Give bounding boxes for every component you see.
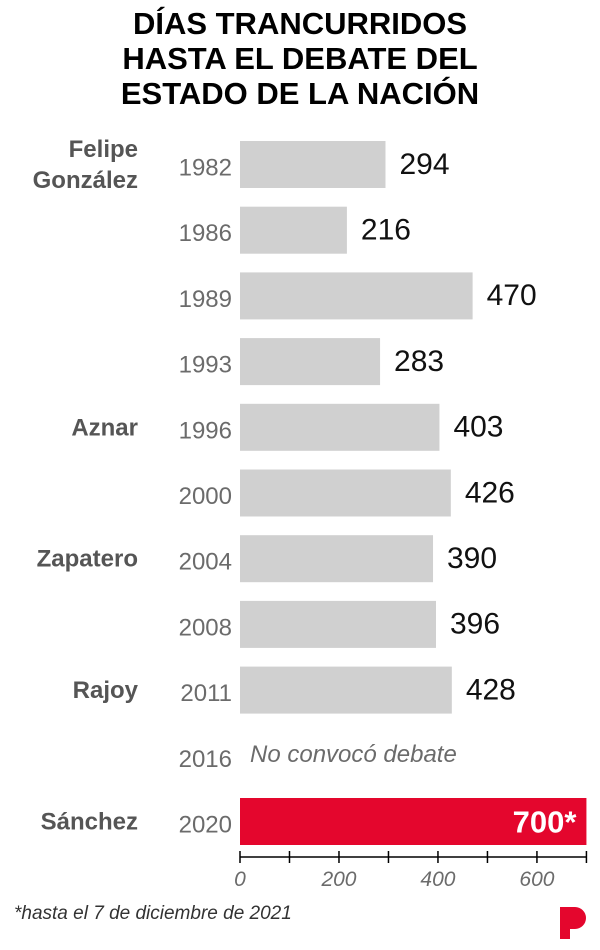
bar	[240, 272, 473, 320]
year-label: 2000	[179, 483, 232, 510]
bar	[240, 141, 386, 188]
bar	[240, 666, 452, 714]
value-label: 396	[450, 608, 500, 641]
value-label: 403	[453, 411, 503, 444]
president-label-line: Sánchez	[41, 809, 138, 836]
year-label: 1986	[179, 220, 232, 247]
president-label: Felipe González	[33, 136, 138, 194]
x-tick-label: 400	[420, 868, 455, 891]
year-label: 1993	[179, 352, 232, 379]
bar	[240, 535, 434, 583]
value-label: 700*	[513, 805, 578, 840]
value-label: 426	[465, 476, 515, 509]
president-label: Rajoy	[73, 677, 139, 704]
year-label: 2016	[179, 746, 232, 773]
year-label: 1996	[179, 417, 232, 444]
president-label-line: González	[33, 167, 138, 194]
bar	[240, 206, 347, 254]
x-tick-label: 200	[320, 868, 356, 891]
value-label: 428	[466, 673, 516, 706]
footnote: *hasta el 7 de diciembre de 2021	[14, 903, 292, 924]
president-label-line: Aznar	[71, 414, 138, 441]
year-label: 1989	[179, 286, 232, 313]
value-label: 470	[487, 279, 537, 312]
year-label: 2008	[179, 614, 232, 641]
year-label: 1982	[179, 155, 232, 182]
value-label: 216	[361, 213, 411, 246]
year-label: 2011	[180, 680, 232, 707]
title-line-3: ESTADO DE LA NACIÓN	[120, 76, 480, 111]
bar	[240, 798, 587, 845]
bar	[240, 403, 440, 451]
chart-title: DÍAS TRANCURRIDOS HASTA EL DEBATE DEL ES…	[0, 6, 600, 111]
title-line-1: DÍAS TRANCURRIDOS	[132, 6, 468, 41]
title-line-2: HASTA EL DEBATE DEL	[122, 41, 478, 76]
president-label-line: Zapatero	[37, 546, 138, 573]
year-label: 2004	[179, 549, 232, 576]
no-debate-annotation: No convocó debate	[250, 741, 457, 768]
bar	[240, 600, 436, 648]
bar	[240, 338, 381, 386]
value-label: 294	[400, 148, 450, 181]
president-label-line: Felipe	[69, 136, 138, 163]
value-label: 283	[394, 345, 444, 378]
president-label: Zapatero	[37, 546, 138, 573]
brand-p-logo-icon	[560, 907, 586, 939]
x-tick-label: 0	[234, 868, 246, 891]
bar	[240, 469, 451, 517]
president-label: Aznar	[71, 414, 138, 441]
x-tick-label: 600	[519, 868, 554, 891]
value-label: 390	[447, 542, 497, 575]
president-label: Sánchez	[41, 809, 138, 836]
president-label-line: Rajoy	[73, 677, 139, 704]
year-label: 2020	[179, 812, 232, 839]
